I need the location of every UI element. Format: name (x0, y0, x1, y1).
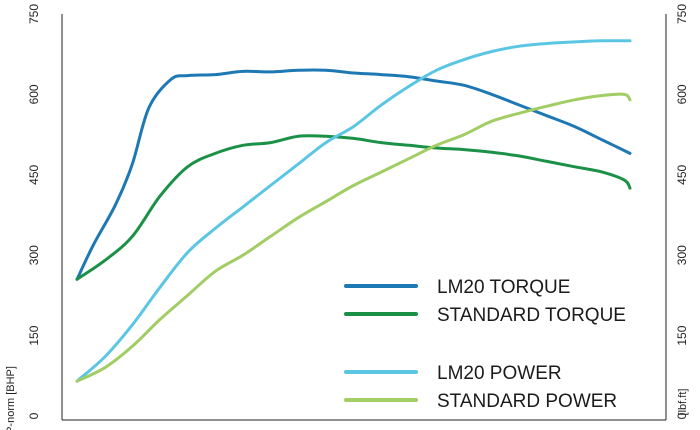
y-axis-left-title: P-norm [BHP] (5, 366, 17, 430)
right-tick-labels: 0 150 300 450 600 750 (675, 4, 689, 420)
series-line-lm20-torque (75, 68, 632, 281)
y-tick-label-left: 750 (27, 4, 41, 24)
y-tick-label-right: 150 (675, 325, 689, 345)
y-tick-label-left: 450 (27, 164, 41, 184)
y-axis-right-title: [lbf.ft] (677, 389, 689, 416)
legend-label-lm20-torque: LM20 TORQUE (437, 277, 570, 298)
series-line-standard-power (75, 92, 632, 383)
legend-label-standard-power: STANDARD POWER (437, 391, 617, 412)
y-tick-label-right: 750 (675, 4, 689, 24)
y-tick-label-right: 600 (675, 84, 689, 104)
series-line-standard-torque (75, 134, 632, 281)
y-tick-label-right: 300 (675, 245, 689, 265)
y-tick-label-left: 600 (27, 84, 41, 104)
legend-label-lm20-power: LM20 POWER (437, 363, 562, 384)
y-tick-label-left: 300 (27, 245, 41, 265)
legend-label-standard-torque: STANDARD TORQUE (437, 305, 626, 326)
series-lines (75, 39, 632, 383)
y-tick-label-right: 0 (675, 412, 689, 419)
legend: LM20 TORQUE STANDARD TORQUE LM20 POWER STAN… (344, 277, 626, 412)
y-tick-label-left: 0 (27, 412, 41, 419)
series-line-lm20-power (75, 39, 632, 383)
axes (61, 14, 667, 421)
left-tick-labels: 0 150 300 450 600 750 (27, 4, 41, 420)
y-tick-label-left: 150 (27, 325, 41, 345)
y-tick-label-right: 450 (675, 164, 689, 184)
